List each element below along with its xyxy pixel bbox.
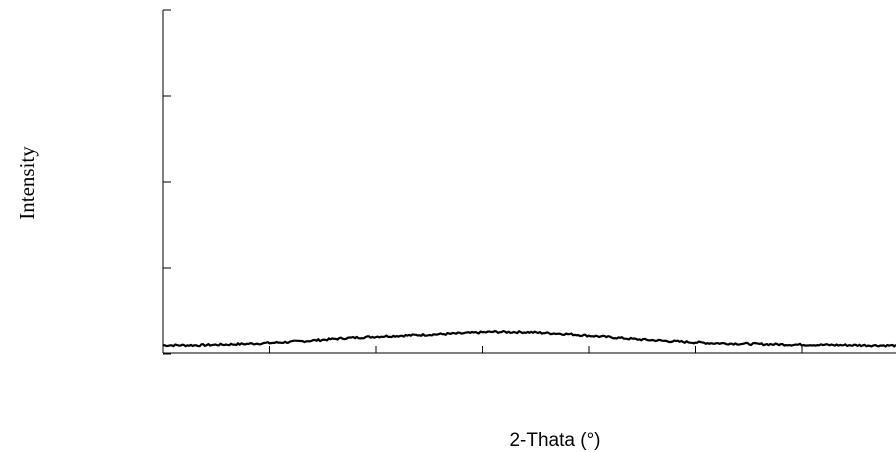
series-line bbox=[162, 329, 896, 348]
y-axis-label: Intensity bbox=[15, 146, 39, 220]
y-ticks bbox=[163, 9, 171, 355]
x-axis-label: 2-Thata (°) bbox=[509, 430, 600, 451]
x-ticks bbox=[269, 346, 803, 353]
series-layer bbox=[162, 329, 896, 348]
chart-axes bbox=[162, 10, 896, 354]
